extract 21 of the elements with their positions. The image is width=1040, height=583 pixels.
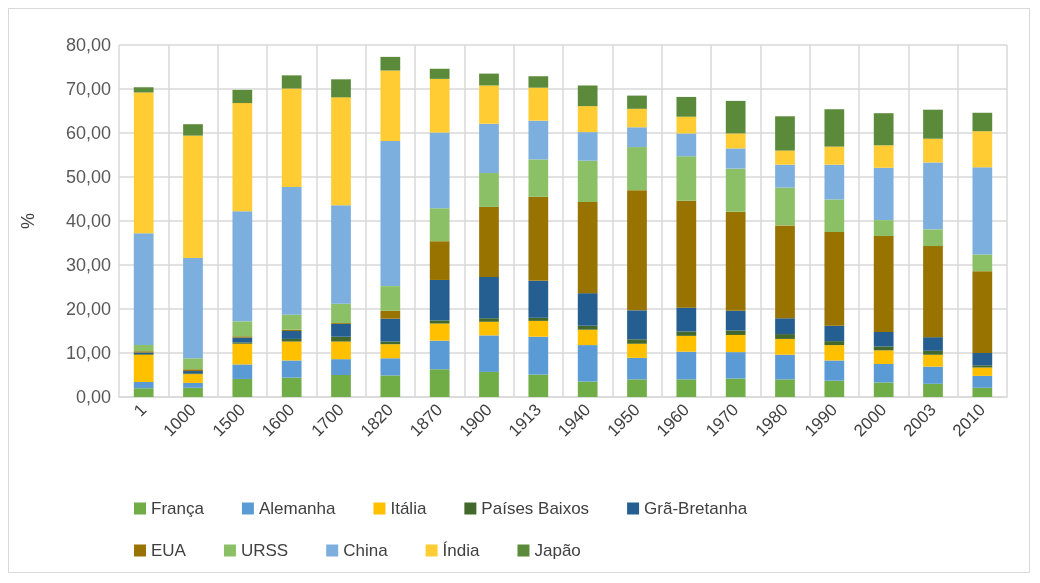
y-tick-label: 10,00 — [65, 343, 111, 363]
y-tick-label: 30,00 — [65, 255, 111, 275]
y-tick-label: 50,00 — [65, 167, 111, 187]
legend-label: Índia — [442, 541, 481, 560]
legend-label: França — [151, 499, 205, 518]
legend-label: URSS — [240, 541, 289, 560]
x-tick-label: 1 — [130, 400, 151, 421]
y-tick-label: 60,00 — [65, 123, 111, 143]
y-tick-label: 80,00 — [65, 35, 111, 55]
y-tick-label: 40,00 — [65, 211, 111, 231]
y-tick-label: 20,00 — [65, 299, 111, 319]
y-tick-label: 0,00 — [75, 387, 111, 407]
legend-label: Grã-Bretanha — [644, 499, 748, 518]
legend-label: EUA — [151, 541, 187, 560]
y-tick-label: 70,00 — [65, 79, 111, 99]
legend-label: Alemanha — [258, 499, 336, 518]
legend-label: Japão — [534, 541, 581, 560]
legend-label: Países Baixos — [481, 499, 590, 518]
legend-label: Itália — [390, 499, 427, 518]
y-axis-title: % — [18, 212, 38, 230]
legend-label: China — [343, 541, 389, 560]
